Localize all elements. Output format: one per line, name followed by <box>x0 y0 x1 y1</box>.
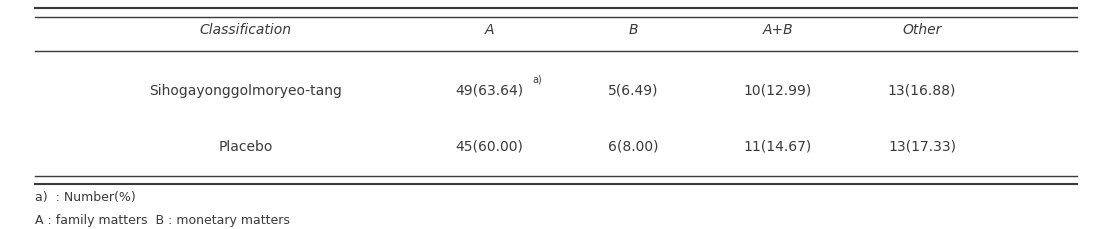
Text: 49(63.64): 49(63.64) <box>456 84 524 98</box>
Text: 45(60.00): 45(60.00) <box>456 139 524 153</box>
Text: A: A <box>485 23 494 37</box>
Text: B: B <box>629 23 638 37</box>
Text: 5(6.49): 5(6.49) <box>608 84 659 98</box>
Text: 11(14.67): 11(14.67) <box>744 139 812 153</box>
Text: A : family matters  B : monetary matters: A : family matters B : monetary matters <box>34 214 289 227</box>
Text: Other: Other <box>902 23 942 37</box>
Text: Placebo: Placebo <box>218 139 272 153</box>
Text: 6(8.00): 6(8.00) <box>608 139 659 153</box>
Text: 13(17.33): 13(17.33) <box>888 139 956 153</box>
Text: a)  : Number(%): a) : Number(%) <box>34 191 136 204</box>
Text: Classification: Classification <box>199 23 291 37</box>
Text: 10(12.99): 10(12.99) <box>744 84 812 98</box>
Text: 13(16.88): 13(16.88) <box>887 84 956 98</box>
Text: a): a) <box>533 74 542 85</box>
Text: Sihogayonggolmoryeo-tang: Sihogayonggolmoryeo-tang <box>149 84 341 98</box>
Text: A+B: A+B <box>763 23 793 37</box>
